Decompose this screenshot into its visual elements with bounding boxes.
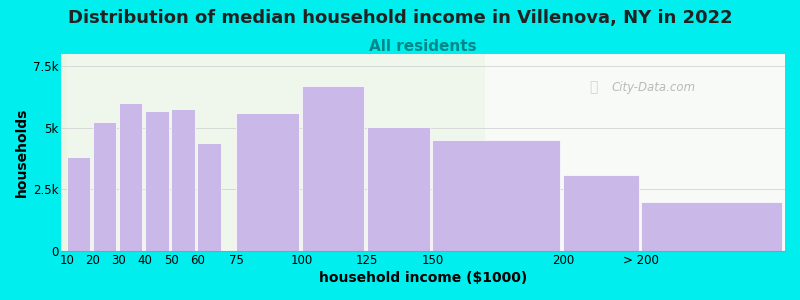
Bar: [563, 175, 638, 251]
Y-axis label: households: households: [15, 108, 29, 197]
Bar: [171, 110, 194, 251]
Bar: [66, 54, 485, 251]
Bar: [302, 86, 365, 251]
Bar: [367, 127, 430, 251]
Text: City-Data.com: City-Data.com: [611, 81, 695, 94]
Bar: [66, 54, 485, 251]
Title: All residents: All residents: [370, 39, 477, 54]
Bar: [119, 103, 142, 251]
Bar: [66, 54, 485, 251]
Bar: [66, 158, 90, 251]
Bar: [66, 54, 485, 251]
Bar: [485, 54, 798, 251]
Bar: [145, 111, 169, 251]
Bar: [66, 54, 485, 251]
Bar: [93, 122, 116, 251]
X-axis label: household income ($1000): household income ($1000): [319, 271, 527, 285]
Text: Ⓜ: Ⓜ: [590, 80, 598, 94]
Text: Distribution of median household income in Villenova, NY in 2022: Distribution of median household income …: [68, 9, 732, 27]
Bar: [198, 143, 221, 251]
Bar: [237, 113, 299, 251]
Bar: [642, 202, 782, 251]
Bar: [432, 140, 560, 251]
